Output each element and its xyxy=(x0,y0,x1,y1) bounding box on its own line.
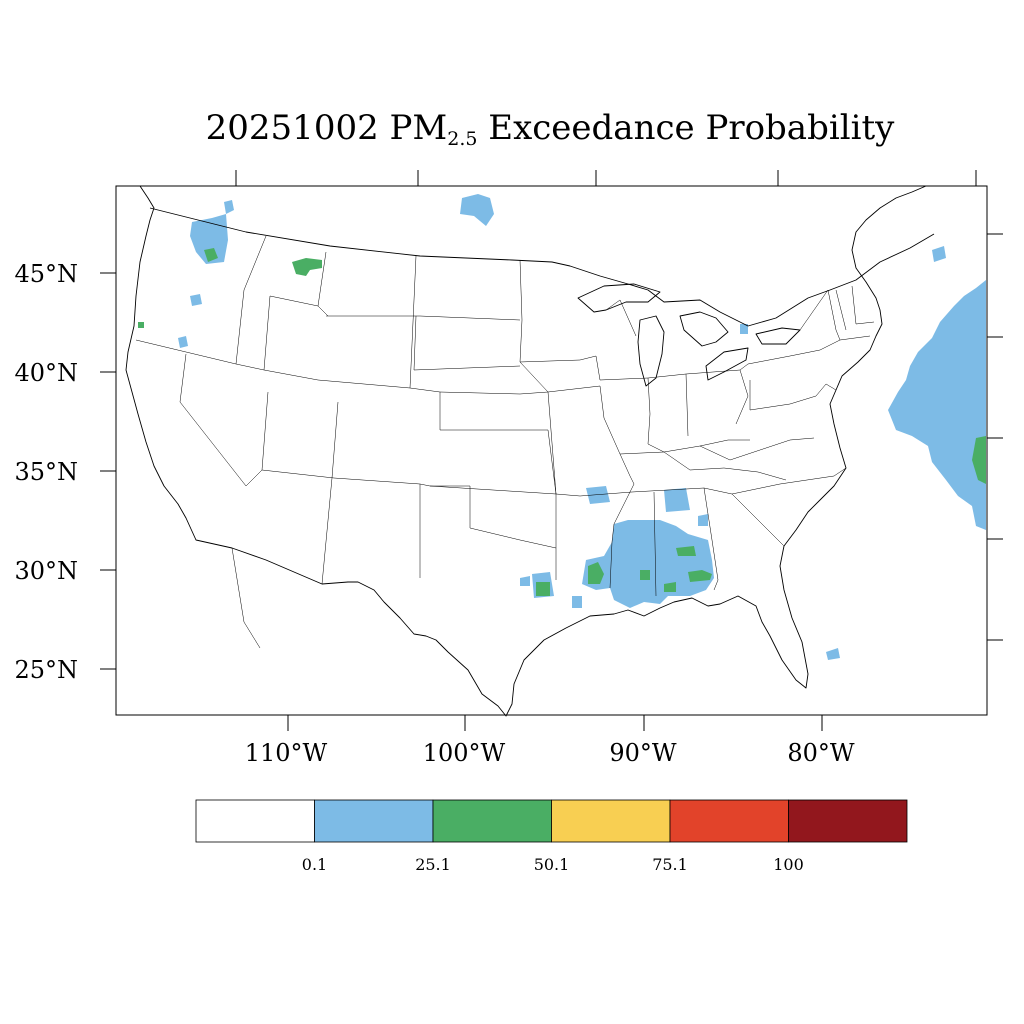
legend-swatch-3 xyxy=(551,799,671,843)
lat-label-35: 35°N xyxy=(14,458,78,486)
lon-label-100: 100°W xyxy=(423,739,506,767)
state-boundaries xyxy=(135,235,875,649)
legend-label-4: 100 xyxy=(773,855,804,874)
color-legend-labels: 0.1 25.1 50.1 75.1 100 xyxy=(302,855,804,874)
legend-swatch-2 xyxy=(432,799,552,843)
legend-swatch-5 xyxy=(788,799,908,843)
legend-swatch-0 xyxy=(195,799,315,843)
legend-label-1: 25.1 xyxy=(415,855,451,874)
legend-swatch-1 xyxy=(314,799,434,843)
left-ticks xyxy=(100,272,116,670)
coastlines-and-borders xyxy=(125,185,935,717)
lat-label-45: 45°N xyxy=(14,260,78,288)
color-legend xyxy=(195,799,908,843)
lat-label-30: 30°N xyxy=(14,557,78,585)
legend-label-3: 75.1 xyxy=(652,855,688,874)
top-ticks xyxy=(235,170,977,186)
title-pollutant-subscript: 2.5 xyxy=(447,128,478,150)
lat-label-40: 40°N xyxy=(14,359,78,387)
bottom-ticks xyxy=(287,715,823,731)
lat-label-25: 25°N xyxy=(14,656,78,684)
moderate-probability-areas xyxy=(138,248,986,596)
title-pollutant: PM xyxy=(389,108,448,148)
lon-label-80: 80°W xyxy=(787,739,855,767)
title-date: 20251002 xyxy=(205,108,379,148)
canada-border xyxy=(149,207,935,327)
probability-areas xyxy=(138,194,986,660)
latitude-labels: 45°N 40°N 35°N 30°N 25°N xyxy=(14,260,78,684)
right-ticks xyxy=(987,233,1003,641)
us-outline xyxy=(125,185,927,717)
map-frame xyxy=(115,185,988,716)
great-lakes xyxy=(577,283,801,387)
lon-label-110: 110°W xyxy=(245,739,328,767)
map-title: 20251002 PM2.5 Exceedance Probability xyxy=(0,108,1024,150)
legend-swatch-4 xyxy=(669,799,789,843)
legend-label-0: 0.1 xyxy=(302,855,327,874)
low-probability-areas xyxy=(178,194,986,660)
longitude-labels: 110°W 100°W 90°W 80°W xyxy=(245,739,855,767)
lon-label-90: 90°W xyxy=(609,739,677,767)
legend-label-2: 50.1 xyxy=(534,855,570,874)
title-rest: Exceedance Probability xyxy=(488,108,895,148)
